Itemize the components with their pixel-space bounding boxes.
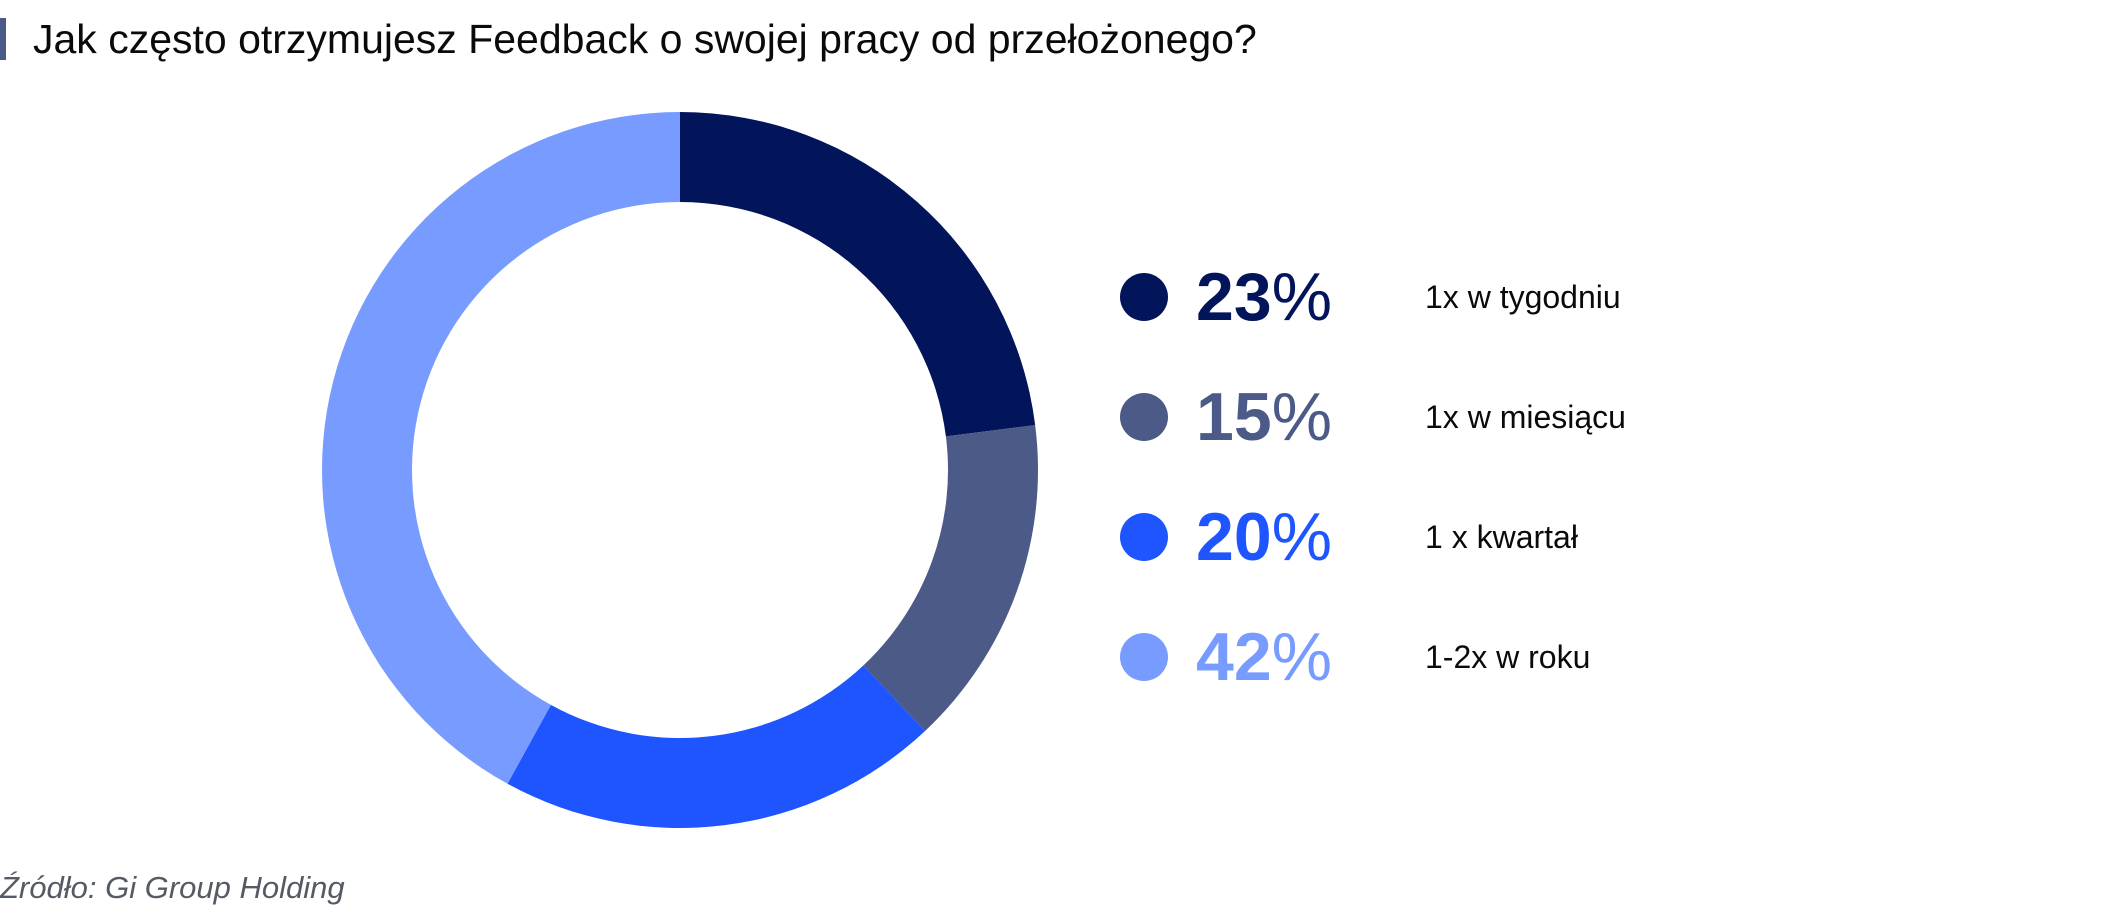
donut-slice-1 (680, 112, 1036, 437)
legend-value-unit: % (1271, 619, 1333, 695)
legend-value: 23% (1196, 255, 1332, 339)
legend-value-unit: % (1271, 499, 1333, 575)
legend-value-unit: % (1271, 379, 1333, 455)
title-accent-bar (0, 18, 6, 60)
legend-value-number: 15 (1196, 379, 1272, 455)
legend-item: 42% 1-2x w roku (1120, 615, 1820, 735)
legend-value-number: 42 (1196, 619, 1272, 695)
donut-slice-4 (322, 112, 680, 784)
legend-item: 20% 1 x kwartał (1120, 495, 1820, 615)
legend-value: 15% (1196, 375, 1332, 459)
legend-label: 1 x kwartał (1425, 519, 1578, 555)
legend-label: 1-2x w roku (1425, 639, 1591, 675)
legend-value: 42% (1196, 615, 1332, 699)
legend-swatch (1120, 393, 1168, 441)
donut-chart (322, 112, 1038, 828)
donut-slice-3 (507, 665, 926, 828)
source-note: Źródło: Gi Group Holding (0, 870, 345, 905)
chart-title: Jak często otrzymujesz Feedback o swojej… (33, 16, 1257, 62)
legend-item: 23% 1x w tygodniu (1120, 255, 1820, 375)
legend-swatch (1120, 273, 1168, 321)
legend-value-unit: % (1271, 259, 1333, 335)
legend-value-number: 23 (1196, 259, 1272, 335)
chart-legend: 23% 1x w tygodniu 15% 1x w miesiącu 20% 1 x k… (1120, 255, 1820, 735)
legend-value-number: 20 (1196, 499, 1272, 575)
legend-value: 20% (1196, 495, 1332, 579)
legend-swatch (1120, 633, 1168, 681)
legend-swatch (1120, 513, 1168, 561)
legend-label: 1x w tygodniu (1425, 279, 1621, 315)
legend-label: 1x w miesiącu (1425, 399, 1626, 435)
legend-item: 15% 1x w miesiącu (1120, 375, 1820, 495)
donut-slice-2 (863, 425, 1038, 731)
